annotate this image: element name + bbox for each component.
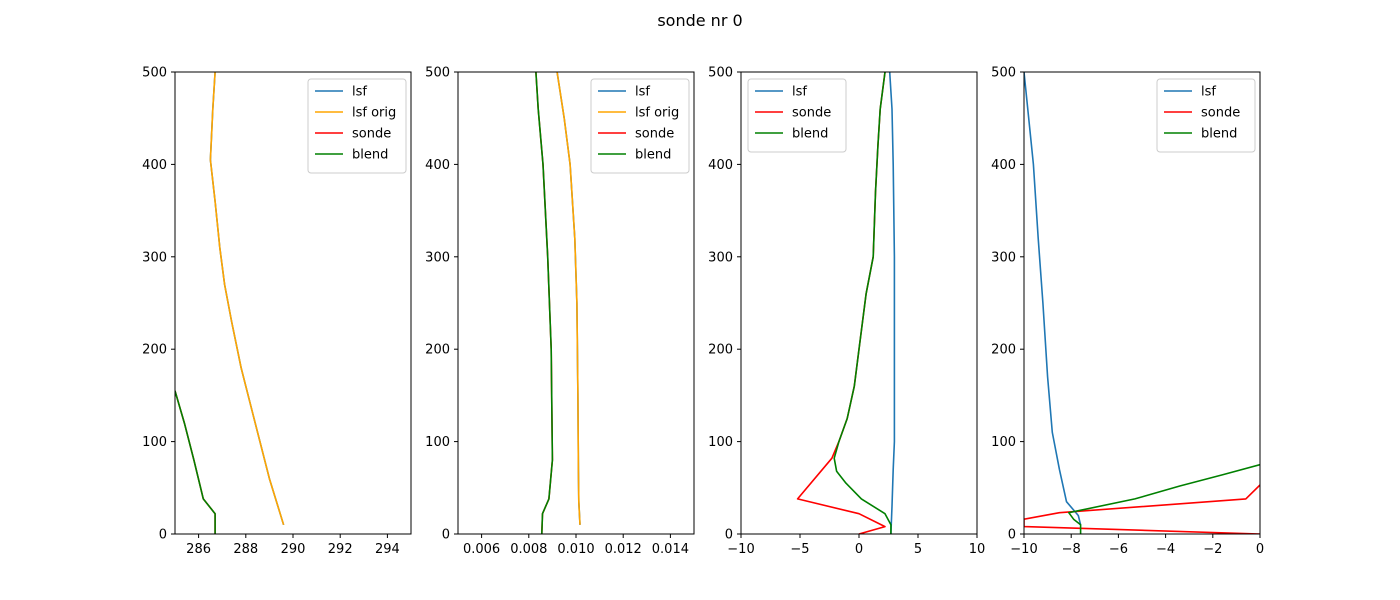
y-tick-label: 500 — [142, 66, 167, 81]
x-tick-label: 292 — [328, 542, 353, 557]
legend-label: lsf — [635, 85, 650, 100]
legend-label: lsf — [1201, 85, 1216, 100]
y-tick-label: 300 — [142, 250, 167, 265]
x-tick-label: 290 — [281, 542, 306, 557]
x-tick-label: 0.012 — [605, 542, 642, 557]
y-tick-label: 200 — [142, 343, 167, 358]
legend-label: lsf orig — [635, 106, 679, 121]
x-tick-label: −6 — [1109, 542, 1128, 557]
series-line-blend — [1068, 463, 1260, 534]
x-tick-label: 0 — [855, 542, 863, 557]
legend: lsf lsf orig sonde blend — [590, 78, 690, 174]
y-tick-label: 100 — [708, 435, 733, 450]
legend-label: lsf — [792, 85, 807, 100]
y-tick-label: 300 — [991, 250, 1016, 265]
legend: lsf lsf orig sonde blend — [307, 78, 407, 174]
subplot-1: 286 288 290 292 294 0 100 200 300 400 500 lsf lsf or… — [142, 66, 412, 557]
y-tick-label: 400 — [142, 158, 167, 173]
x-tick-label: 0.014 — [652, 542, 689, 557]
y-tick-label: 500 — [425, 66, 450, 81]
legend-label: blend — [635, 148, 671, 163]
legend-label: sonde — [792, 106, 831, 121]
series-group — [175, 72, 285, 534]
x-tick-label: −2 — [1203, 542, 1222, 557]
x-tick-label: −8 — [1062, 542, 1081, 557]
y-tick-label: 500 — [708, 66, 733, 81]
x-tick-label: 286 — [186, 542, 211, 557]
series-group — [1024, 72, 1260, 534]
x-tick-label: 0.010 — [557, 542, 594, 557]
figure-title: sonde nr 0 — [657, 11, 742, 30]
y-tick-label: 100 — [425, 435, 450, 450]
y-tick-label: 400 — [425, 158, 450, 173]
y-tick-label: 300 — [425, 250, 450, 265]
legend-box — [307, 78, 407, 174]
y-tick-label: 0 — [1008, 528, 1016, 543]
legend-label: blend — [1201, 127, 1237, 142]
y-tick-label: 400 — [708, 158, 733, 173]
x-tick-label: 288 — [233, 542, 258, 557]
series-group — [535, 72, 581, 534]
legend-label: sonde — [635, 127, 674, 142]
x-tick-label: −4 — [1156, 542, 1175, 557]
series-line-lsf-orig — [556, 72, 581, 525]
x-tick-label: 0.008 — [510, 542, 547, 557]
y-tick-label: 0 — [442, 528, 450, 543]
legend-label: lsf orig — [352, 106, 396, 121]
y-tick-label: 400 — [991, 158, 1016, 173]
legend-box — [590, 78, 690, 174]
legend-label: sonde — [352, 127, 391, 142]
series-line-blend — [833, 72, 892, 534]
x-tick-label: 0.006 — [463, 542, 500, 557]
series-line-lsf-orig — [209, 72, 285, 526]
series-line-lsf — [888, 72, 896, 534]
legend-label: blend — [792, 127, 828, 142]
x-tick-label: −10 — [1010, 542, 1037, 557]
series-line-blend — [535, 72, 554, 534]
series-group — [796, 72, 896, 534]
y-tick-label: 0 — [159, 528, 167, 543]
y-tick-label: 0 — [725, 528, 733, 543]
legend-label: lsf — [352, 85, 367, 100]
y-tick-label: 300 — [708, 250, 733, 265]
y-tick-label: 100 — [142, 435, 167, 450]
y-tick-label: 200 — [708, 343, 733, 358]
y-tick-label: 500 — [991, 66, 1016, 81]
y-tick-label: 200 — [425, 343, 450, 358]
series-line-lsf — [1024, 72, 1082, 525]
y-tick-label: 100 — [991, 435, 1016, 450]
legend: lsf sonde blend — [747, 78, 847, 153]
legend: lsf sonde blend — [1156, 78, 1256, 153]
legend-label: sonde — [1201, 106, 1240, 121]
x-tick-label: −10 — [727, 542, 754, 557]
series-line-blend — [175, 390, 216, 534]
y-tick-label: 200 — [991, 343, 1016, 358]
x-tick-label: 10 — [969, 542, 986, 557]
subplot-4: −10 −8 −6 −4 −2 0 0 100 200 300 400 500 lsf sonde blen… — [991, 66, 1264, 558]
axes-frame — [1023, 71, 1261, 535]
x-tick-label: 294 — [375, 542, 400, 557]
legend-label: blend — [352, 148, 388, 163]
x-tick-label: −5 — [790, 542, 809, 557]
x-tick-label: 5 — [914, 542, 922, 557]
subplot-2: 0.006 0.008 0.010 0.012 0.014 0 100 200 300 400 50… — [425, 66, 695, 557]
series-line-lsf — [209, 72, 285, 526]
x-tick-label: 0 — [1256, 542, 1264, 557]
series-line-sonde — [1024, 484, 1260, 534]
